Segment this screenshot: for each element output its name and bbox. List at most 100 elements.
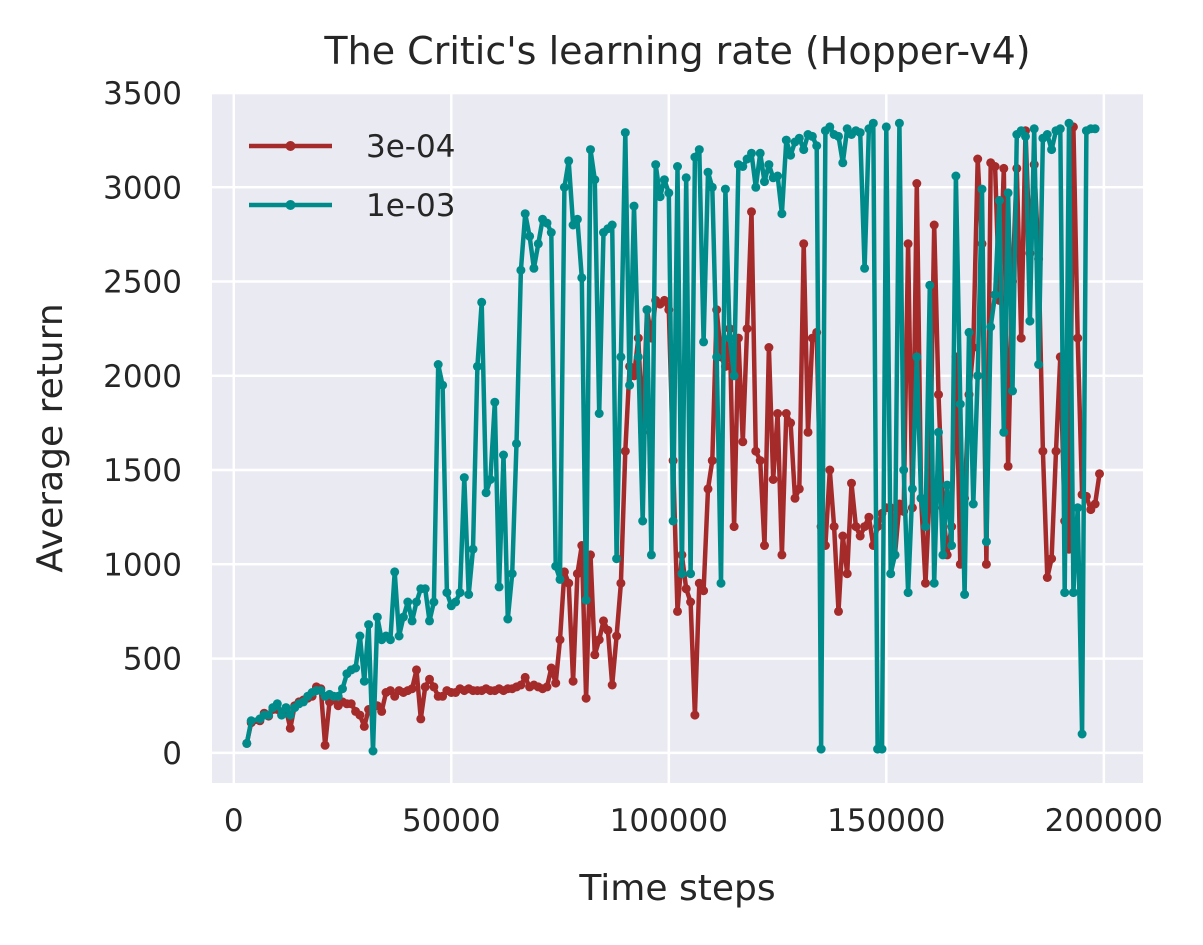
data-point [855, 531, 865, 541]
chart-title: The Critic's learning rate (Hopper-v4) [323, 29, 1030, 73]
data-point [412, 665, 421, 675]
data-point [964, 327, 974, 337]
data-point [277, 710, 287, 720]
data-point [855, 128, 865, 138]
legend-marker [285, 141, 296, 151]
data-point [403, 597, 413, 607]
data-point [729, 522, 739, 532]
data-point [751, 446, 761, 456]
data-point [825, 122, 835, 132]
data-point [921, 522, 930, 532]
data-point [664, 188, 674, 198]
data-point [459, 473, 469, 483]
data-point [903, 588, 913, 598]
x-tick-label: 50000 [402, 803, 501, 839]
data-point [507, 569, 517, 579]
data-point [894, 118, 904, 128]
data-point [929, 220, 939, 230]
data-point [703, 484, 713, 494]
data-point [934, 390, 943, 400]
data-point [1003, 188, 1013, 198]
data-point [590, 175, 600, 185]
data-point [520, 672, 530, 682]
data-point [1073, 333, 1083, 343]
data-point [577, 273, 587, 283]
data-point [912, 352, 922, 362]
data-point [699, 337, 709, 347]
x-axis-label: Time steps [578, 868, 775, 909]
data-point [834, 131, 843, 141]
data-point [773, 171, 783, 181]
y-tick-label: 500 [123, 642, 182, 678]
data-point [638, 516, 648, 526]
data-point [333, 691, 343, 701]
data-point [420, 682, 430, 692]
data-point [847, 478, 856, 488]
data-point [951, 171, 961, 181]
data-point [425, 674, 434, 684]
data-point [903, 239, 913, 249]
data-point [407, 616, 417, 626]
data-point [777, 550, 787, 560]
data-point [633, 352, 643, 362]
data-point [546, 228, 556, 237]
data-point [1064, 118, 1074, 128]
data-point [677, 569, 687, 579]
data-point [1095, 469, 1104, 479]
data-point [285, 723, 295, 733]
data-point [925, 280, 935, 290]
y-tick-labels: 0 500 1000 1500 2000 2500 3000 3500 [103, 76, 182, 772]
data-point [542, 218, 552, 228]
data-point [1034, 360, 1044, 369]
data-point [481, 488, 491, 498]
data-point [603, 625, 613, 635]
x-tick-labels: 0 50000 100000 150000 200000 [224, 803, 1163, 839]
data-point [455, 588, 465, 598]
data-point [559, 182, 569, 192]
data-point [781, 135, 791, 145]
data-point [816, 744, 826, 754]
data-point [351, 663, 361, 673]
data-point [942, 480, 952, 490]
data-point [338, 684, 347, 694]
data-point [834, 606, 843, 616]
y-tick-label: 2000 [103, 359, 182, 395]
data-point [681, 173, 691, 183]
data-point [1025, 316, 1035, 326]
data-point [646, 550, 656, 560]
data-point [520, 209, 530, 219]
data-point [999, 163, 1009, 173]
data-point [285, 710, 295, 720]
data-point [503, 614, 513, 624]
data-point [803, 427, 813, 437]
data-point [490, 397, 500, 407]
data-point [529, 263, 539, 273]
data-point [607, 220, 617, 230]
data-point [690, 710, 700, 720]
data-point [346, 699, 356, 709]
data-point [886, 569, 896, 579]
data-point [812, 141, 822, 151]
data-point [868, 118, 878, 128]
data-point [1047, 145, 1057, 155]
data-point [533, 239, 543, 249]
data-point [729, 371, 739, 381]
data-point [599, 616, 608, 626]
data-point [864, 512, 874, 522]
data-point [794, 133, 804, 143]
data-point [851, 522, 861, 532]
data-point [355, 631, 365, 641]
data-point [612, 554, 622, 564]
data-point [281, 703, 291, 713]
data-point [516, 680, 526, 690]
data-point [786, 418, 796, 428]
data-point [842, 569, 852, 579]
data-point [642, 305, 652, 315]
data-point [981, 559, 991, 569]
data-point [686, 569, 696, 579]
data-point [668, 516, 678, 526]
data-point [1051, 446, 1061, 456]
y-tick-label: 1500 [103, 453, 182, 489]
